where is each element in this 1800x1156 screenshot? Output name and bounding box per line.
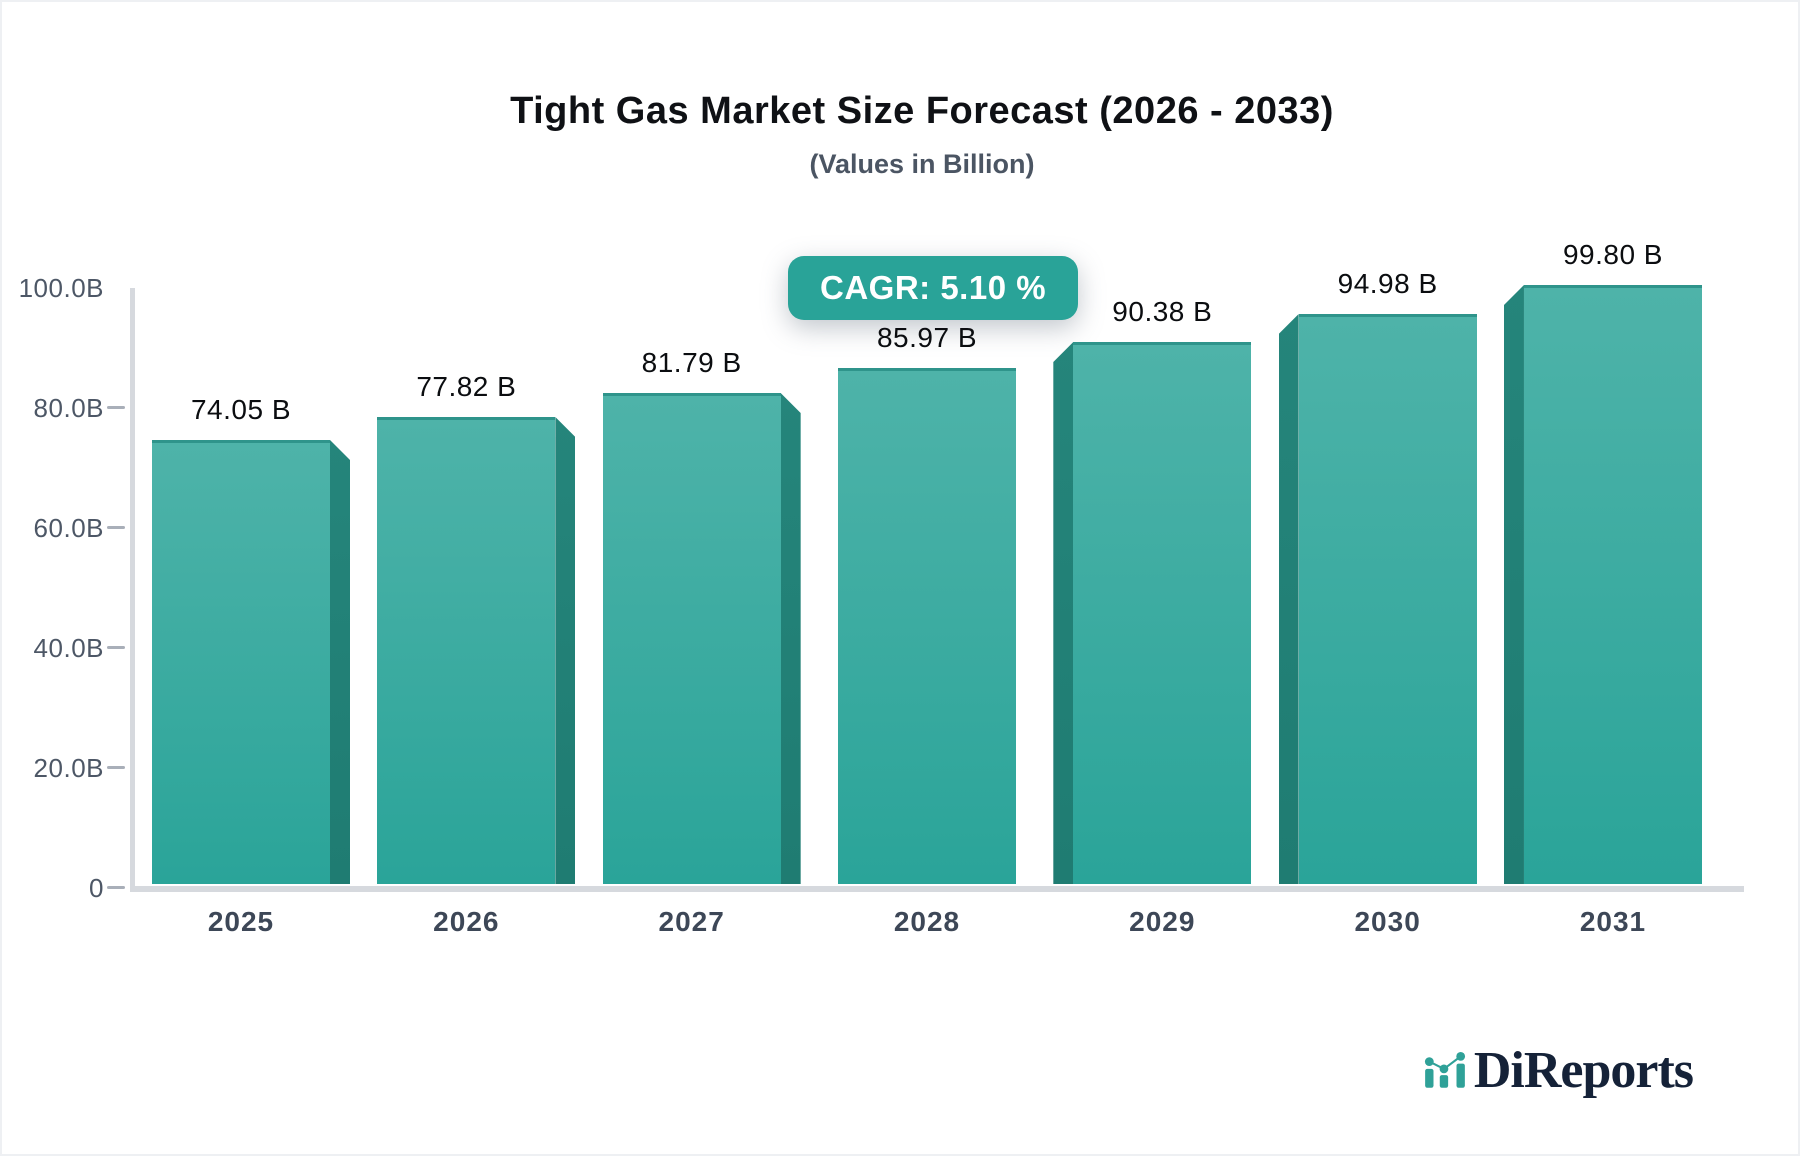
brand-logo: DiReports [1422,1041,1694,1100]
x-category-label: 2028 [893,906,961,937]
x-category-label: 2025 [207,906,275,937]
mini-bar-line-chart-icon [1424,1051,1465,1088]
y-tick-label: 20.0B [33,753,104,783]
bar-3d-side [1278,314,1299,884]
x-category-label: 2031 [1579,906,1647,937]
x-category-label: 2030 [1354,906,1421,937]
y-tick-dash [107,646,125,649]
bar-value-label: 81.79 B [641,347,742,378]
chart-subtitle: (Values in Billion) [809,149,1035,179]
y-tick-label: 100.0B [18,273,104,303]
y-axis-line [130,288,135,888]
bar-3d-side [330,440,350,884]
bar [1073,342,1252,884]
x-axis-line [130,886,1744,892]
x-category-label: 2027 [658,906,725,937]
bar-value-label: 90.38 B [1112,296,1213,327]
bar [1523,285,1702,884]
y-tick-label: 0 [89,873,104,903]
y-tick-label: 40.0B [33,633,104,663]
bar-3d-side [1053,342,1074,884]
y-tick-label: 60.0B [33,513,104,543]
bar-value-label: 77.82 B [416,371,517,402]
chart-title: Tight Gas Market Size Forecast (2026 - 2… [510,90,1334,132]
y-tick-dash [107,766,125,769]
bar-3d-side [1503,285,1524,884]
title-block: Tight Gas Market Size Forecast (2026 - 2… [22,90,1798,180]
bar-value-label: 85.97 B [876,322,977,353]
bar-value-label: 74.05 B [190,394,292,425]
x-category-label: 2029 [1129,906,1196,937]
bar [602,393,781,884]
bar [152,440,330,884]
y-tick-label: 80.0B [33,393,104,423]
bar-value-label: 99.80 B [1562,239,1663,270]
bar [377,417,556,884]
cagr-badge: CAGR: 5.10 % [788,256,1079,320]
y-tick-dash [107,886,125,889]
bar-value-label: 94.98 B [1337,268,1438,299]
bar-3d-side [555,417,576,884]
bar [1298,314,1477,884]
x-category-label: 2026 [433,906,500,937]
bar [837,368,1016,884]
y-tick-dash [107,526,125,529]
brand-logo-text: DiReports [1473,1042,1694,1099]
bar-3d-side [780,393,801,884]
y-tick-dash [107,406,125,409]
